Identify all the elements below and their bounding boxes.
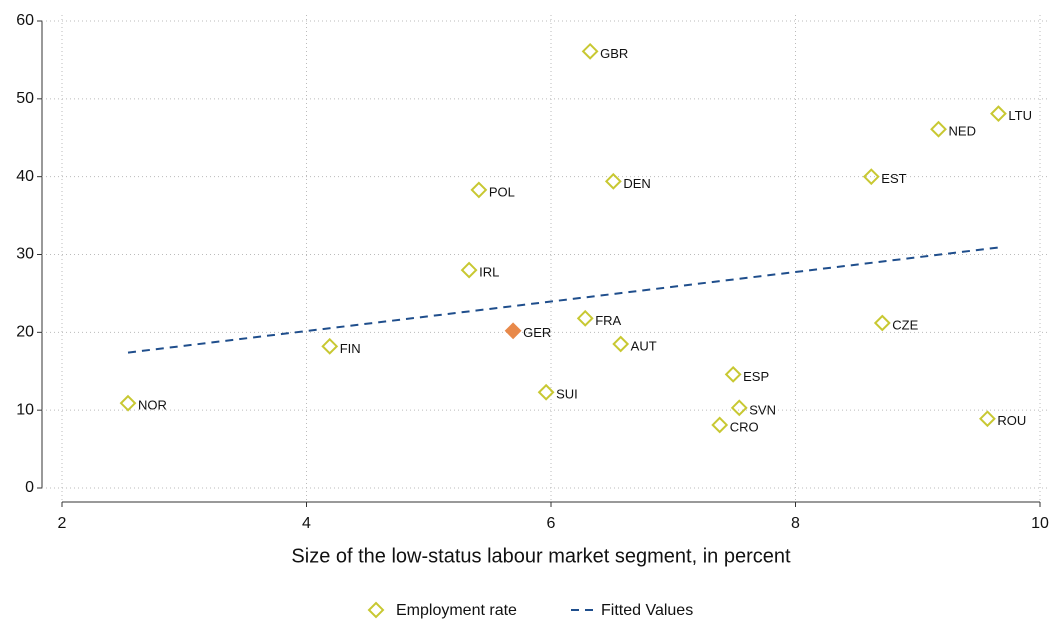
data-point: [930, 120, 947, 138]
data-point: [470, 181, 488, 199]
y-tick-label: 50: [16, 90, 34, 107]
data-point: [537, 383, 555, 401]
data-point: [873, 314, 891, 332]
legend-label: Fitted Values: [601, 602, 693, 619]
point-label: IRL: [479, 265, 499, 280]
y-tick-label: 0: [25, 479, 34, 496]
x-tick-label: 2: [58, 515, 67, 532]
x-tick-label: 8: [791, 515, 800, 532]
point-label: EST: [881, 171, 906, 186]
point-label: CZE: [892, 317, 918, 332]
legend-symbol: [367, 601, 385, 619]
point-label: ROU: [997, 413, 1026, 428]
x-tick-label: 6: [547, 515, 556, 532]
data-point: [612, 335, 630, 353]
data-point: [604, 172, 622, 190]
data-point: [979, 410, 996, 428]
point-label: FIN: [340, 341, 361, 356]
legend-label: Employment rate: [396, 602, 517, 619]
point-label: SVN: [749, 402, 776, 417]
data-point: [460, 261, 478, 279]
point-label: FRA: [595, 313, 621, 328]
y-tick-label: 20: [16, 324, 34, 341]
y-tick-label: 10: [16, 401, 34, 418]
x-axis-title: Size of the low-status labour market seg…: [291, 545, 791, 567]
data-point: [576, 309, 594, 327]
y-tick-label: 60: [16, 12, 34, 29]
point-label: GBR: [600, 46, 628, 61]
data-point: [990, 105, 1007, 123]
point-label: POL: [489, 184, 515, 199]
point-label: AUT: [631, 338, 657, 353]
data-point: [724, 365, 742, 383]
y-tick-label: 40: [16, 168, 34, 185]
data-point: [119, 394, 137, 412]
data-point: [504, 322, 522, 340]
data-point: [321, 337, 339, 355]
x-tick-label: 4: [302, 515, 311, 532]
point-label: SUI: [556, 387, 578, 402]
point-label: ESP: [743, 369, 769, 384]
point-label: GER: [523, 325, 551, 340]
data-point: [862, 168, 880, 186]
point-label: DEN: [623, 176, 650, 191]
data-point: [730, 399, 748, 417]
data-point: [581, 42, 599, 60]
data-point: [711, 416, 729, 434]
fit-line: [127, 246, 999, 354]
point-label: NED: [949, 124, 976, 139]
point-label: NOR: [138, 398, 167, 413]
point-label: LTU: [1008, 108, 1032, 123]
y-tick-label: 30: [16, 246, 34, 263]
x-tick-label: 10: [1031, 515, 1049, 532]
point-label: CRO: [730, 419, 759, 434]
